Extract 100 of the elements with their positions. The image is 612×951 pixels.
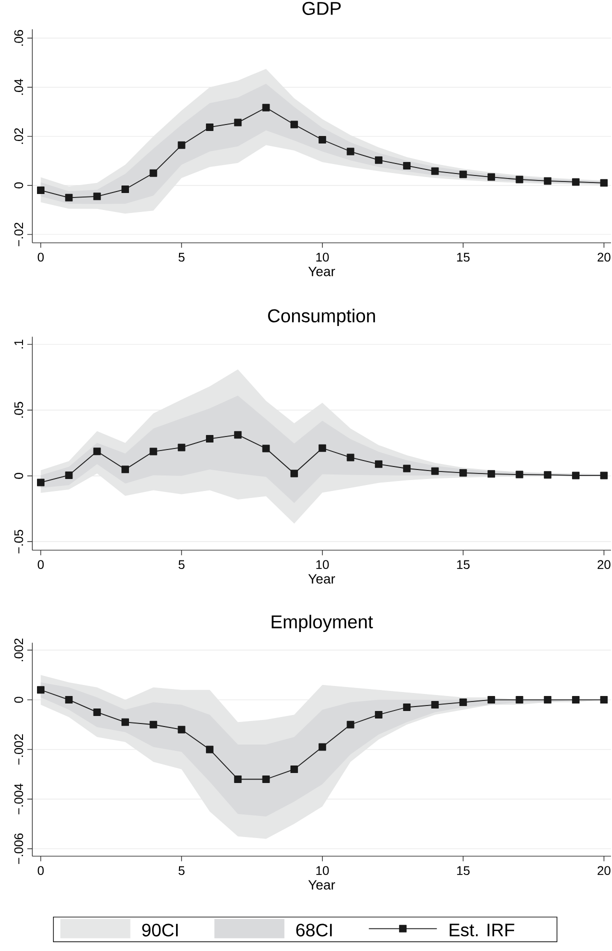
point: [37, 186, 44, 194]
y-tick-label: 0: [14, 182, 24, 188]
y-tick-label: −.006: [14, 833, 24, 864]
x-tick-label: 10: [316, 866, 329, 876]
point: [600, 696, 608, 704]
point: [290, 470, 298, 478]
x-tick-label: 10: [316, 560, 329, 570]
point: [150, 720, 158, 728]
point: [262, 444, 270, 452]
y-tick-label: −.02: [14, 222, 24, 246]
x-tick-label: 5: [178, 252, 185, 262]
point: [431, 167, 439, 175]
x-tick-label: 5: [178, 560, 185, 570]
chart-title: Employment: [272, 614, 373, 632]
x-tick-label: 15: [457, 560, 470, 570]
point: [403, 704, 411, 711]
point: [431, 701, 439, 709]
point: [374, 156, 382, 164]
chart-title: GDP: [302, 2, 341, 15]
x-tick-label: 0: [38, 866, 44, 876]
point: [93, 448, 101, 456]
legend-label: 68CI: [296, 924, 332, 936]
y-tick-label: .002: [14, 638, 24, 662]
point: [544, 471, 552, 479]
x-tick-label: 15: [457, 252, 470, 262]
point: [206, 435, 214, 443]
y-tick-label: 0: [14, 696, 24, 703]
point: [403, 162, 411, 170]
point: [346, 454, 354, 462]
x-tick-label: 0: [38, 252, 44, 262]
point: [93, 192, 101, 200]
x-axis-title: Year: [308, 574, 336, 584]
point: [121, 466, 129, 474]
point: [516, 176, 524, 184]
point: [318, 136, 326, 144]
point: [346, 720, 354, 728]
point: [459, 170, 467, 178]
point: [37, 686, 44, 694]
y-tick-label: .02: [14, 128, 24, 144]
point: [93, 708, 101, 716]
point: [544, 177, 552, 185]
point: [403, 464, 411, 472]
y-tick-label: −.002: [14, 734, 24, 765]
point: [121, 718, 129, 726]
point: [234, 118, 242, 126]
point: [572, 696, 580, 704]
y-tick-label: .06: [14, 30, 24, 46]
point: [572, 178, 580, 186]
point: [150, 169, 158, 177]
point: [234, 775, 242, 783]
y-tick-label: .1: [14, 340, 23, 348]
x-tick-label: 5: [178, 866, 185, 876]
point: [459, 469, 467, 477]
point: [262, 104, 270, 112]
point: [572, 472, 580, 480]
point: [290, 120, 298, 128]
point: [150, 448, 158, 456]
y-tick-label: .04: [14, 78, 24, 95]
point: [178, 141, 186, 149]
point: [318, 444, 326, 452]
x-tick-label: 15: [457, 866, 470, 876]
point: [37, 478, 44, 486]
point: [346, 148, 354, 156]
legend-label: Est. IRF: [450, 924, 514, 936]
x-tick-label: 20: [598, 252, 610, 262]
point: [459, 698, 467, 706]
point: [374, 710, 382, 718]
y-tick-label: −.05: [14, 530, 24, 554]
x-tick-label: 0: [38, 560, 44, 570]
point: [600, 472, 608, 480]
x-tick-label: 20: [598, 866, 610, 876]
point: [488, 696, 496, 704]
point: [262, 775, 270, 783]
point: [488, 470, 496, 478]
x-tick-label: 20: [598, 560, 610, 570]
point: [516, 470, 524, 478]
point: [600, 179, 608, 187]
point: [65, 194, 73, 202]
x-axis-title: Year: [308, 266, 336, 276]
point: [178, 444, 186, 452]
chart-title: Consumption: [268, 308, 375, 326]
y-tick-label: −.004: [14, 784, 24, 814]
legend-label: 90CI: [142, 924, 178, 936]
y-tick-label: .05: [14, 402, 24, 418]
x-axis-title: Year: [308, 880, 336, 890]
point: [65, 471, 73, 479]
point: [488, 173, 496, 181]
point: [206, 746, 214, 754]
point: [206, 123, 214, 131]
point: [178, 726, 186, 734]
point: [544, 696, 552, 704]
point: [121, 186, 129, 194]
x-tick-label: 10: [316, 252, 329, 262]
point: [290, 766, 298, 774]
point: [431, 467, 439, 475]
point: [234, 431, 242, 439]
point: [374, 460, 382, 468]
point: [516, 696, 524, 704]
point: [65, 696, 73, 704]
y-tick-label: 0: [14, 472, 24, 479]
